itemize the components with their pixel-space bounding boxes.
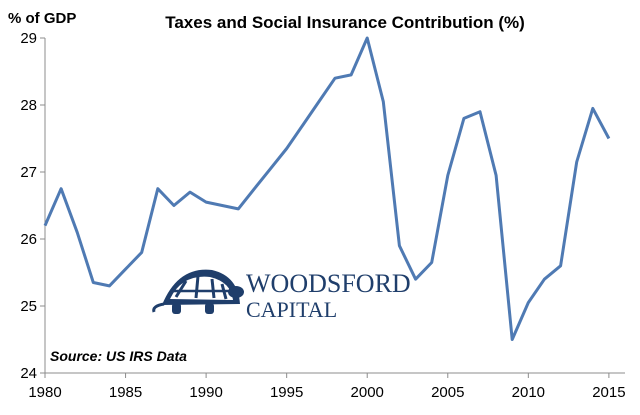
chart-title: Taxes and Social Insurance Contribution … xyxy=(165,13,525,32)
x-tick-labels: 1980 1985 1990 1995 2000 2005 2010 2015 xyxy=(28,384,625,401)
y-tick-labels: 24 25 26 27 28 29 xyxy=(20,30,37,382)
x-tick-label: 1990 xyxy=(189,384,222,401)
y-tick-label: 26 xyxy=(20,231,37,248)
y-tick-label: 28 xyxy=(20,97,37,114)
x-tick-label: 2005 xyxy=(431,384,464,401)
tortoise-icon xyxy=(152,269,244,314)
logo-line-woodsford: WOODSFORD xyxy=(246,269,411,298)
y-tick-label: 25 xyxy=(20,298,37,315)
axes xyxy=(40,37,625,378)
y-axis-label: % of GDP xyxy=(8,10,76,27)
series-line xyxy=(43,36,611,341)
x-tick-label: 1995 xyxy=(270,384,303,401)
logo-line-capital: CAPITAL xyxy=(246,297,337,322)
x-tick-label: 2015 xyxy=(592,384,625,401)
x-tick-label: 2010 xyxy=(512,384,545,401)
series-group xyxy=(43,36,611,341)
x-tick-label: 1985 xyxy=(109,384,142,401)
y-tick-label: 29 xyxy=(20,30,37,47)
x-tick-label: 2000 xyxy=(351,384,384,401)
y-tick-label: 27 xyxy=(20,164,37,181)
y-tick-label: 24 xyxy=(20,365,37,382)
source-note: Source: US IRS Data xyxy=(50,348,187,364)
woodsford-capital-logo: WOODSFORD CAPITAL xyxy=(152,269,411,322)
x-tick-label: 1980 xyxy=(28,384,61,401)
